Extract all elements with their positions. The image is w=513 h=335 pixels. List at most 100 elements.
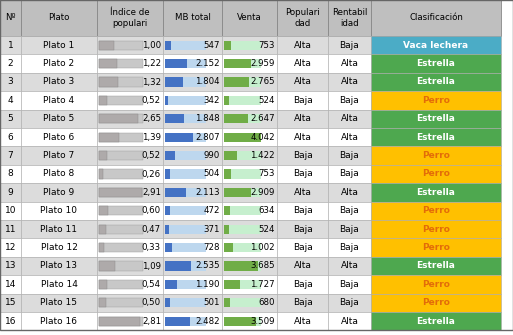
Bar — [99, 151, 143, 160]
Text: Baja: Baja — [340, 206, 360, 215]
Text: 0,54: 0,54 — [142, 280, 161, 289]
Text: Perro: Perro — [422, 96, 450, 105]
Bar — [0, 183, 21, 202]
Text: 2: 2 — [8, 59, 13, 68]
Bar — [371, 183, 501, 202]
Text: MB total: MB total — [174, 13, 210, 22]
Bar — [222, 54, 277, 73]
Bar — [277, 36, 328, 54]
Text: 6: 6 — [8, 133, 13, 142]
Text: 0,52: 0,52 — [142, 96, 161, 105]
Text: 728: 728 — [204, 243, 220, 252]
Bar — [99, 317, 143, 326]
Text: Populari
dad: Populari dad — [285, 8, 320, 28]
Bar — [21, 36, 97, 54]
Bar — [371, 110, 501, 128]
Bar — [224, 224, 261, 234]
Bar — [222, 293, 277, 312]
Bar — [224, 243, 261, 252]
Text: 1.002: 1.002 — [250, 243, 275, 252]
Text: 2.535: 2.535 — [195, 262, 220, 270]
Bar — [21, 293, 97, 312]
Text: Alta: Alta — [293, 262, 311, 270]
Bar — [99, 206, 143, 215]
Text: Clasificación: Clasificación — [409, 13, 463, 22]
Text: Baja: Baja — [292, 280, 312, 289]
Bar — [277, 128, 328, 146]
Text: 2.959: 2.959 — [251, 59, 275, 68]
Text: Baja: Baja — [340, 280, 360, 289]
Bar — [0, 146, 21, 165]
Bar — [99, 77, 119, 87]
Text: 634: 634 — [259, 206, 275, 215]
Bar — [97, 183, 163, 202]
Text: Perro: Perro — [422, 225, 450, 234]
Bar — [277, 220, 328, 239]
Bar — [328, 91, 371, 110]
Bar — [224, 151, 237, 160]
Text: 342: 342 — [204, 96, 220, 105]
Bar — [97, 220, 163, 239]
Text: 753: 753 — [259, 170, 275, 179]
Bar — [222, 202, 277, 220]
Bar — [165, 114, 206, 123]
Bar — [165, 59, 206, 68]
Bar — [222, 73, 277, 91]
Bar — [165, 317, 190, 326]
Text: 504: 504 — [204, 170, 220, 179]
Bar — [163, 165, 222, 183]
Bar — [99, 96, 143, 105]
Bar — [165, 151, 175, 160]
Bar — [99, 114, 143, 123]
Bar — [328, 312, 371, 330]
Bar — [165, 133, 193, 142]
Text: 0,60: 0,60 — [142, 206, 161, 215]
Bar — [222, 36, 277, 54]
Text: Plato 15: Plato 15 — [41, 298, 77, 307]
Text: Estrella: Estrella — [417, 114, 456, 123]
Bar — [0, 257, 21, 275]
Bar — [21, 91, 97, 110]
Bar — [99, 298, 143, 308]
Text: 2.152: 2.152 — [195, 59, 220, 68]
Bar — [328, 293, 371, 312]
Bar — [222, 312, 277, 330]
Bar — [21, 220, 97, 239]
Text: Estrella: Estrella — [417, 77, 456, 86]
Bar — [165, 298, 170, 308]
Text: Rentabil
idad: Rentabil idad — [332, 8, 367, 28]
Text: 2.482: 2.482 — [195, 317, 220, 326]
Bar — [97, 54, 163, 73]
Bar — [163, 275, 222, 293]
Text: 1.848: 1.848 — [195, 114, 220, 123]
Bar — [97, 202, 163, 220]
Text: 2,91: 2,91 — [142, 188, 161, 197]
Text: Plato 4: Plato 4 — [44, 96, 74, 105]
Text: Baja: Baja — [292, 96, 312, 105]
Bar — [222, 220, 277, 239]
Text: Plato 6: Plato 6 — [44, 133, 74, 142]
Bar — [163, 183, 222, 202]
Text: 9: 9 — [8, 188, 13, 197]
Text: 1.727: 1.727 — [250, 280, 275, 289]
Text: Plato 5: Plato 5 — [44, 114, 74, 123]
Bar — [224, 206, 261, 215]
Text: Plato 8: Plato 8 — [44, 170, 74, 179]
Bar — [0, 73, 21, 91]
Text: Estrella: Estrella — [417, 317, 456, 326]
Bar — [0, 91, 21, 110]
Bar — [97, 293, 163, 312]
Bar — [163, 293, 222, 312]
Bar — [224, 224, 229, 234]
Bar — [97, 128, 163, 146]
Bar — [99, 261, 115, 271]
Text: 3.509: 3.509 — [250, 317, 275, 326]
Bar — [224, 188, 251, 197]
Bar — [328, 165, 371, 183]
Bar — [163, 73, 222, 91]
Text: Alta: Alta — [293, 41, 311, 50]
Bar — [163, 257, 222, 275]
Bar — [99, 243, 104, 252]
Bar — [163, 202, 222, 220]
Text: Alta: Alta — [341, 77, 359, 86]
